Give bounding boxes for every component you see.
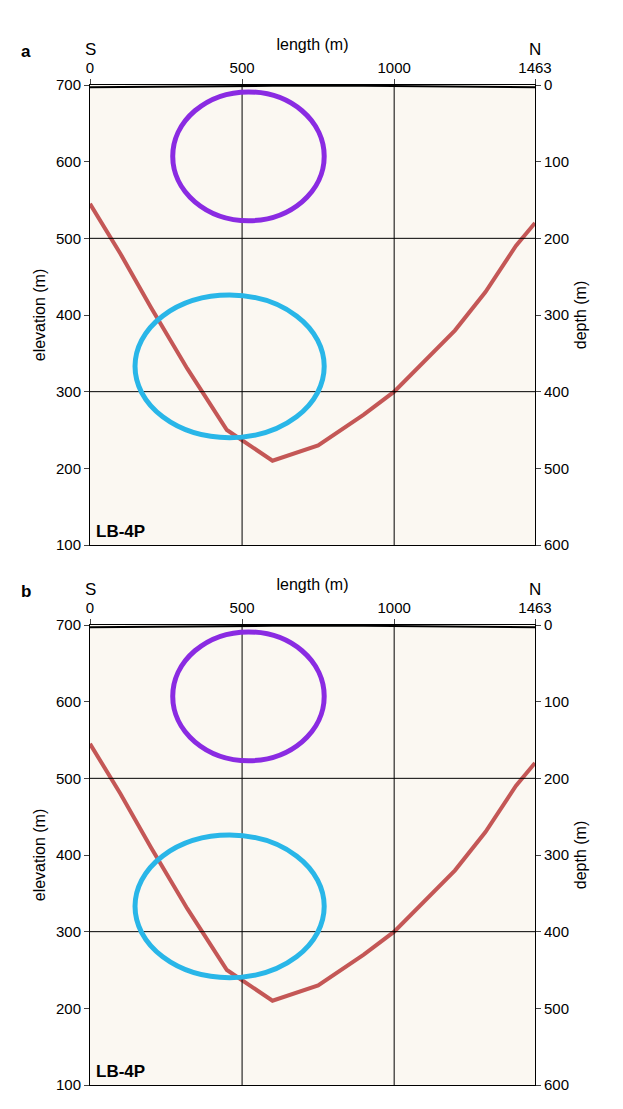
svg-text:a: a [21,42,31,61]
svg-text:S: S [85,580,96,599]
svg-text:100: 100 [544,693,569,710]
svg-text:500: 500 [230,599,255,616]
svg-text:500: 500 [56,230,81,247]
svg-text:1463: 1463 [518,599,551,616]
svg-text:300: 300 [544,306,569,323]
svg-text:300: 300 [56,923,81,940]
svg-text:400: 400 [56,846,81,863]
svg-text:0: 0 [544,76,552,93]
svg-text:600: 600 [56,693,81,710]
svg-text:500: 500 [544,460,569,477]
svg-text:elevation (m): elevation (m) [31,809,48,901]
svg-text:1000: 1000 [377,599,410,616]
svg-text:LB-4P: LB-4P [96,522,145,541]
svg-text:1463: 1463 [518,59,551,76]
svg-text:length (m): length (m) [276,36,348,53]
svg-text:600: 600 [544,1076,569,1093]
svg-text:elevation (m): elevation (m) [31,269,48,361]
svg-text:500: 500 [230,59,255,76]
svg-text:200: 200 [544,770,569,787]
svg-text:0: 0 [86,599,94,616]
svg-text:N: N [529,580,541,599]
svg-text:S: S [85,40,96,59]
svg-text:1000: 1000 [377,59,410,76]
svg-text:depth (m): depth (m) [572,281,589,349]
svg-text:600: 600 [56,153,81,170]
svg-text:200: 200 [56,1000,81,1017]
svg-text:300: 300 [544,846,569,863]
svg-text:200: 200 [544,230,569,247]
svg-text:100: 100 [56,536,81,553]
svg-text:100: 100 [544,153,569,170]
svg-text:0: 0 [86,59,94,76]
svg-text:N: N [529,40,541,59]
svg-text:depth (m): depth (m) [572,821,589,889]
svg-text:400: 400 [544,923,569,940]
svg-text:500: 500 [56,770,81,787]
svg-text:length (m): length (m) [276,576,348,593]
svg-text:300: 300 [56,383,81,400]
svg-text:600: 600 [544,536,569,553]
svg-text:100: 100 [56,1076,81,1093]
svg-text:400: 400 [56,306,81,323]
svg-text:500: 500 [544,1000,569,1017]
svg-text:0: 0 [544,616,552,633]
svg-text:700: 700 [56,76,81,93]
svg-text:700: 700 [56,616,81,633]
svg-text:200: 200 [56,460,81,477]
svg-text:LB-4P: LB-4P [96,1062,145,1081]
svg-text:b: b [21,582,31,601]
svg-text:400: 400 [544,383,569,400]
